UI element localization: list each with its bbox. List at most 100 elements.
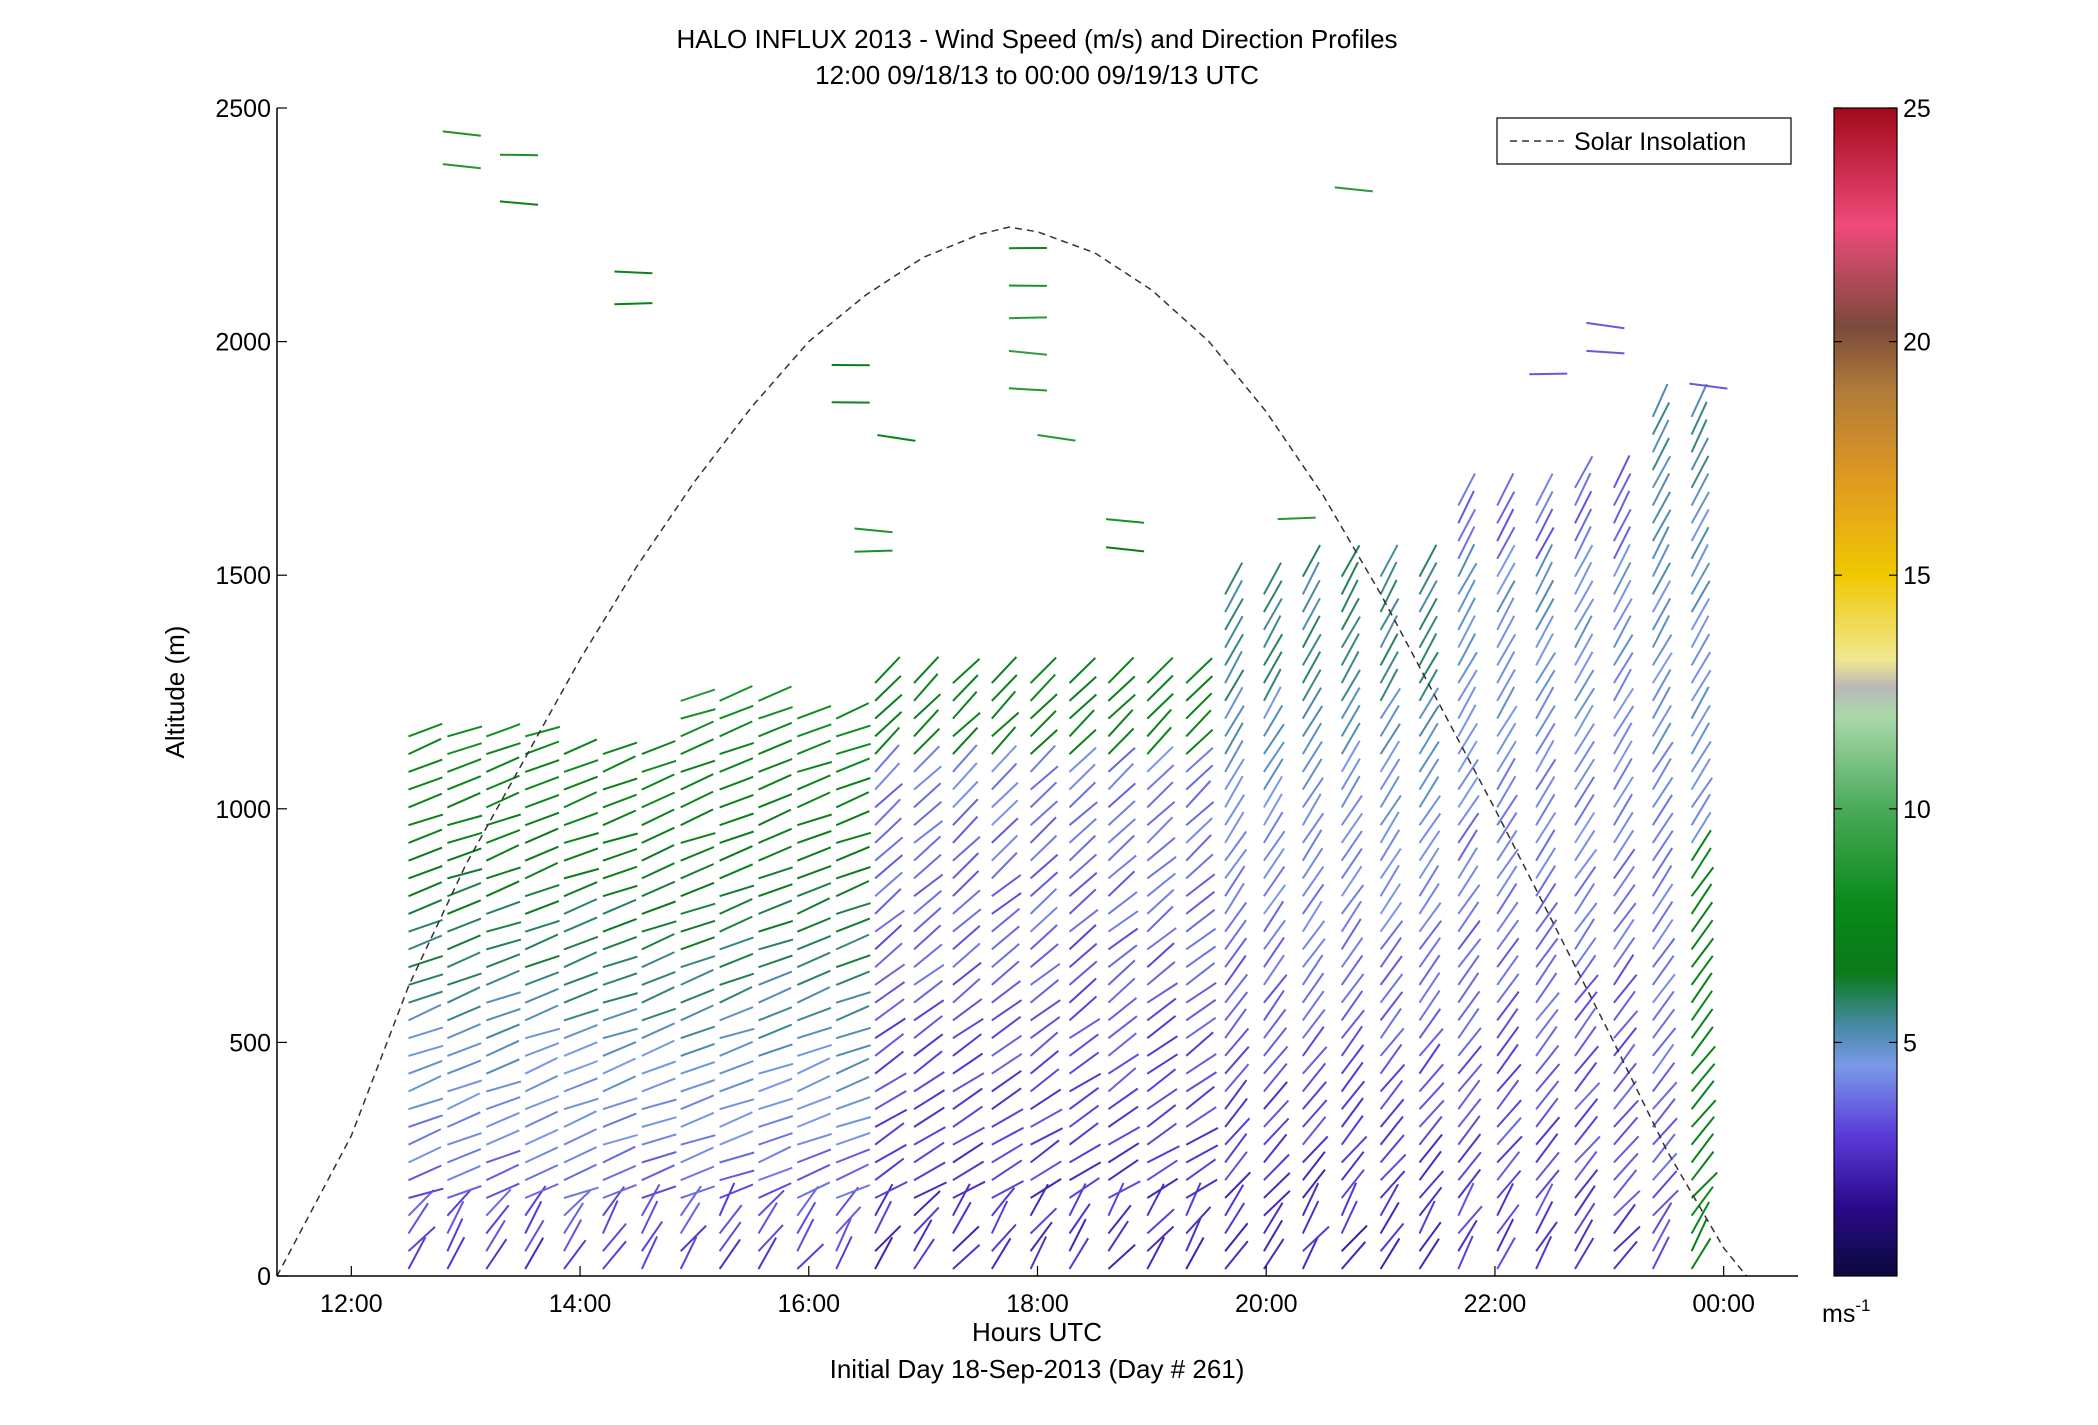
wind-barb: [1651, 722, 1672, 755]
wind-barb: [1302, 1099, 1328, 1128]
wind-barb: [758, 721, 793, 738]
wind-barb: [1068, 1104, 1100, 1128]
wind-barb: [1496, 901, 1519, 933]
wind-barb: [952, 924, 981, 951]
wind-barb: [1302, 1151, 1326, 1181]
wind-barb: [1185, 1031, 1214, 1057]
wind-barb: [719, 986, 753, 1004]
wind-barb: [1029, 800, 1059, 826]
wind-barb: [758, 1182, 792, 1199]
wind-barb: [874, 1183, 894, 1217]
wind-barb: [524, 933, 559, 951]
wind-barb: [486, 991, 521, 1004]
wind-barb: [1457, 1151, 1482, 1181]
wind-barb: [1535, 847, 1557, 879]
wind-barb: [952, 727, 979, 755]
wind-barb: [563, 738, 598, 756]
wind-barb: [1690, 383, 1708, 418]
wind-barb: [1690, 455, 1710, 489]
wind-barb: [1496, 597, 1515, 631]
wind-barb: [1107, 1087, 1139, 1111]
wind-barb: [563, 988, 598, 1004]
y-tick-label: 0: [257, 1263, 271, 1291]
wind-barb: [1030, 1160, 1062, 1182]
wind-barb: [408, 1044, 444, 1057]
wind-barb: [1496, 794, 1518, 826]
wind-barb: [1146, 1122, 1177, 1146]
wind-barb: [1224, 901, 1248, 933]
wind-barb: [1651, 794, 1673, 826]
wind-barb: [952, 744, 978, 773]
wind-barb: [1690, 1150, 1715, 1181]
wind-barb: [680, 1061, 716, 1075]
wind-barb: [991, 744, 1018, 773]
wind-barb: [874, 998, 905, 1022]
wind-barb: [1535, 811, 1557, 844]
wind-barb: [1185, 1158, 1217, 1182]
wind-barb: [913, 727, 941, 755]
wind-barb: [446, 1188, 473, 1217]
wind-barb: [1574, 704, 1594, 737]
wind-barb: [1574, 776, 1595, 808]
wind-barb: [1535, 473, 1554, 507]
wind-barb: [758, 1006, 793, 1022]
wind-barb: [1146, 1015, 1177, 1039]
wind-barb: [1651, 883, 1674, 915]
wind-barb: [758, 845, 792, 862]
wind-barb: [1496, 1237, 1516, 1270]
wind-barb: [1340, 900, 1362, 933]
wind-barb: [1301, 1200, 1320, 1234]
wind-barb: [913, 673, 939, 702]
wind-barb: [1651, 455, 1671, 489]
wind-barb: [758, 1043, 793, 1057]
wind-barb: [1224, 919, 1247, 950]
wind-barb: [952, 674, 979, 702]
wind-barb: [1037, 434, 1076, 442]
wind-barb: [1574, 740, 1595, 773]
wind-barb: [796, 934, 832, 951]
wind-barb: [913, 963, 945, 986]
wind-barb: [1029, 781, 1058, 809]
wind-barb: [1379, 651, 1399, 684]
wind-barb: [1334, 186, 1373, 193]
wind-barb: [1535, 1133, 1559, 1164]
wind-barb: [680, 919, 716, 933]
wind-barb: [991, 1223, 1017, 1252]
wind-barb: [1535, 937, 1559, 968]
wind-barb: [991, 1015, 1022, 1040]
wind-barb: [563, 971, 599, 986]
wind-barb: [719, 1130, 754, 1146]
wind-barb: [1107, 870, 1136, 897]
wind-barb: [1379, 848, 1402, 879]
wind-barb: [1457, 1182, 1475, 1217]
wind-barb: [1651, 900, 1674, 933]
wind-barb: [1613, 937, 1636, 968]
wind-barb: [991, 834, 1019, 862]
wind-barb: [641, 900, 676, 915]
wind-barb: [1340, 1061, 1364, 1093]
wind-barb: [408, 934, 443, 951]
wind-barb: [796, 864, 832, 880]
wind-barb: [602, 955, 638, 969]
wind-barb: [1613, 990, 1636, 1021]
wind-barb: [1301, 579, 1321, 613]
wind-barb: [1107, 1159, 1139, 1182]
wind-barb: [602, 865, 638, 880]
wind-barb: [796, 791, 831, 809]
wind-barb: [641, 951, 675, 969]
wind-barb: [952, 762, 978, 791]
wind-barb: [408, 1187, 444, 1199]
wind-barb: [486, 921, 522, 933]
wind-barb: [602, 992, 638, 1004]
wind-barb: [680, 1004, 714, 1022]
wind-barb: [1185, 908, 1216, 933]
wind-barb: [1496, 757, 1516, 791]
wind-barb: [1613, 1152, 1639, 1181]
wind-barb: [1690, 473, 1710, 507]
x-tick-label: 20:00: [1235, 1290, 1298, 1318]
wind-barb: [719, 863, 754, 880]
wind-barb: [1613, 1080, 1638, 1110]
colorbar: 5 10 15 20 25 ms-1: [1822, 95, 1931, 1328]
wind-barb: [1457, 651, 1478, 684]
wind-barb: [447, 1005, 481, 1022]
